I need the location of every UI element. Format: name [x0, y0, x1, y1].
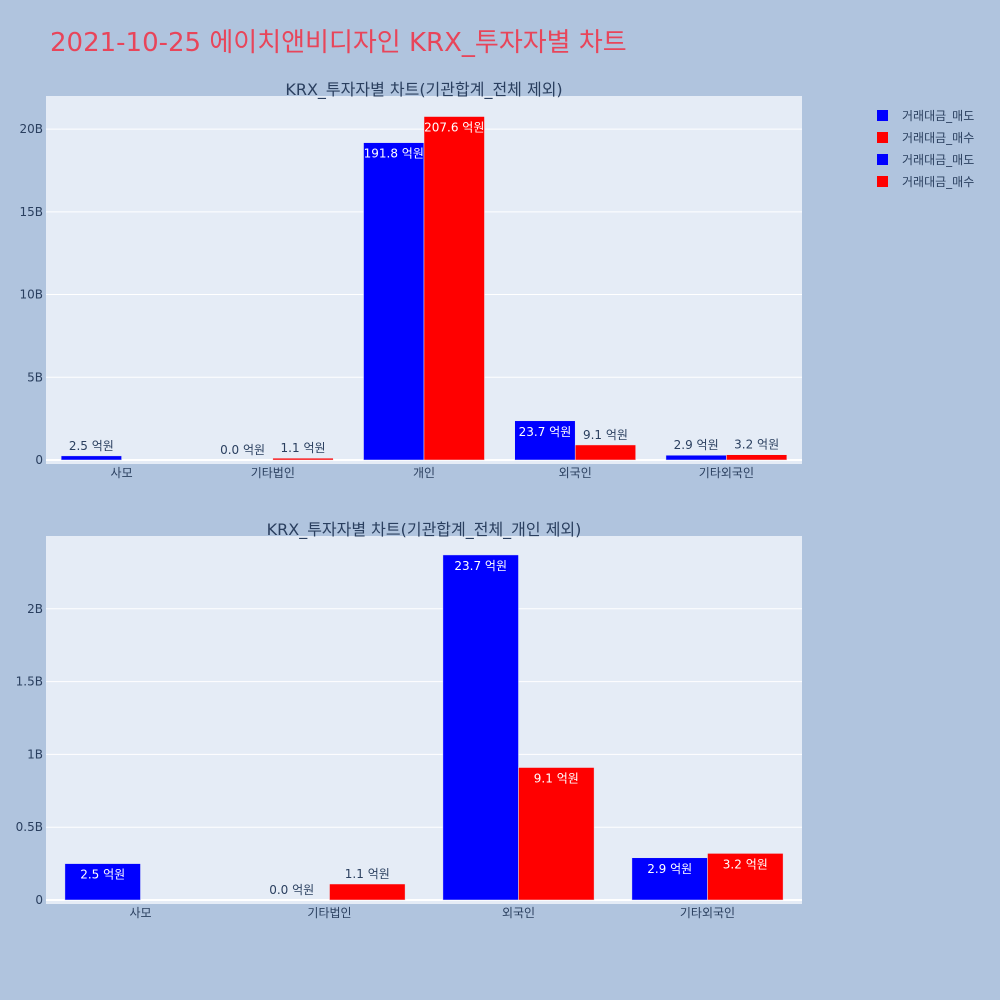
bar — [514, 420, 576, 461]
y-tick-label: 1B — [27, 747, 43, 761]
legend-item-label[interactable]: 거래대금_매도 — [902, 153, 974, 167]
y-tick-label: 1.5B — [16, 675, 43, 689]
x-tick-label: 기타법인 — [251, 466, 295, 480]
chart-top: KRX_투자자별 차트(기관합계_전체 제외) 0 5B 10B 15B 20B 사모 2.5… — [19, 80, 802, 480]
bar-label: 0.0 억원 — [220, 443, 265, 457]
bar — [60, 455, 122, 461]
legend-swatch — [877, 176, 888, 187]
x-tick-label: 외국인 — [502, 906, 535, 920]
bar — [574, 444, 636, 461]
bar-label: 3.2 억원 — [723, 857, 768, 871]
bar-label: 3.2 억원 — [734, 438, 779, 452]
bar — [64, 863, 141, 901]
x-tick-label: 개인 — [413, 466, 435, 480]
bar-label: 23.7 억원 — [519, 425, 572, 439]
x-tick-label: 사모 — [111, 466, 133, 480]
legend-item-label[interactable]: 거래대금_매수 — [902, 131, 974, 145]
bar — [363, 142, 425, 461]
chart-title: KRX_투자자별 차트(기관합계_전체_개인 제외) — [267, 520, 582, 540]
x-tick-label: 사모 — [129, 906, 151, 920]
bar — [272, 457, 334, 461]
legend-item-label[interactable]: 거래대금_매도 — [902, 109, 974, 123]
y-tick-label: 0 — [35, 453, 43, 467]
bar — [665, 454, 727, 461]
y-tick-label: 0.5B — [16, 820, 43, 834]
chart-title: KRX_투자자별 차트(기관합계_전체 제외) — [285, 80, 562, 100]
y-tick-label: 15B — [19, 205, 43, 219]
y-tick-label: 20B — [19, 122, 43, 136]
bar-label: 1.1 억원 — [281, 441, 326, 455]
x-tick-label: 기타법인 — [307, 906, 351, 920]
bar — [707, 853, 784, 901]
bar-label: 2.9 억원 — [674, 438, 719, 452]
y-tick-label: 5B — [27, 370, 43, 384]
legend-swatch — [877, 132, 888, 143]
x-tick-label: 기타외국인 — [680, 906, 735, 920]
bar — [518, 767, 595, 901]
bar-label: 23.7 억원 — [454, 559, 507, 573]
bar-label: 1.1 억원 — [345, 867, 390, 881]
bar-label: 9.1 억원 — [583, 428, 628, 442]
y-tick-label: 0 — [35, 893, 43, 907]
bar — [631, 857, 708, 901]
bar-label: 2.5 억원 — [80, 868, 125, 882]
bar — [726, 454, 788, 461]
legend-item-label[interactable]: 거래대금_매수 — [902, 175, 974, 189]
bar-label: 207.6 억원 — [424, 121, 484, 135]
bar-label: 0.0 억원 — [269, 883, 314, 897]
page-title: 2021-10-25 에이치앤비디자인 KRX_투자자별 차트 — [50, 28, 627, 58]
y-tick-label: 2B — [27, 602, 43, 616]
bar-label: 9.1 억원 — [534, 772, 579, 786]
x-tick-label: 외국인 — [559, 466, 592, 480]
chart-bottom: KRX_투자자별 차트(기관합계_전체_개인 제외) 0 0.5B 1B 1.5B 2B 사… — [16, 520, 802, 920]
bar — [423, 116, 485, 461]
bar-label: 2.5 억원 — [69, 439, 114, 453]
y-tick-label: 10B — [19, 288, 43, 302]
legend-swatch — [877, 154, 888, 165]
bar-label: 2.9 억원 — [647, 862, 692, 876]
bar — [442, 554, 519, 901]
plot-area — [46, 536, 802, 904]
bar — [329, 883, 406, 901]
bar-label: 191.8 억원 — [364, 147, 424, 161]
x-tick-label: 기타외국인 — [699, 466, 754, 480]
legend-swatch — [877, 110, 888, 121]
